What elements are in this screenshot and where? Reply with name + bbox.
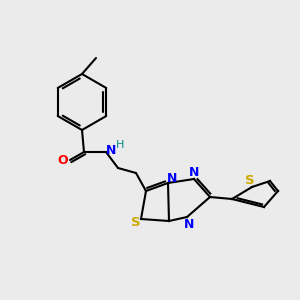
- Text: N: N: [167, 172, 177, 185]
- Text: N: N: [106, 145, 116, 158]
- Text: S: S: [245, 173, 255, 187]
- Text: H: H: [116, 140, 124, 150]
- Text: N: N: [189, 166, 199, 178]
- Text: S: S: [131, 215, 141, 229]
- Text: N: N: [184, 218, 194, 230]
- Text: O: O: [58, 154, 68, 166]
